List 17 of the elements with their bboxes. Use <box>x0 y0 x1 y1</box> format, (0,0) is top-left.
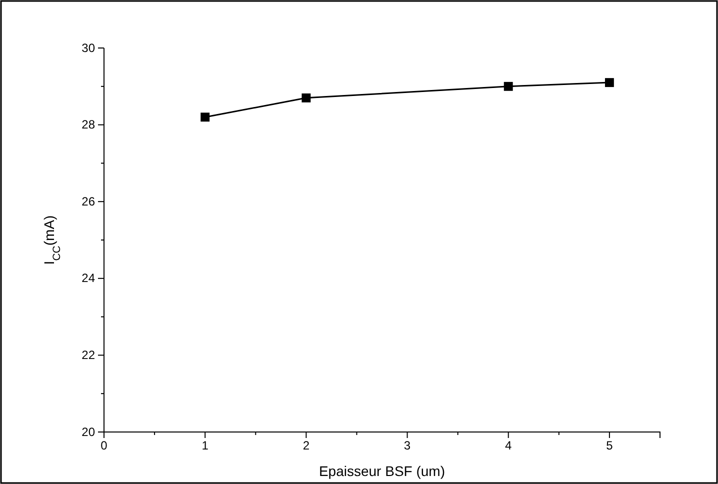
x-tick-label: 0 <box>100 438 108 453</box>
y-tick-label: 24 <box>82 271 96 286</box>
point <box>604 78 614 88</box>
y-tick-label: 20 <box>82 424 96 439</box>
x-tick-label: 3 <box>404 438 411 453</box>
y-tick-label: 28 <box>82 118 96 132</box>
x-tick-label: 2 <box>302 438 310 453</box>
x-tick-label: 5 <box>606 438 614 453</box>
y-tick-label: 26 <box>82 194 96 208</box>
y-tick-label: 22 <box>82 348 96 362</box>
x-axis-title: Epaisseur BSF (um) <box>318 463 446 479</box>
y-tick-label: 30 <box>82 40 96 55</box>
x-tick-label: 4 <box>505 438 512 453</box>
point <box>504 82 513 91</box>
x-tick-label: 1 <box>202 438 209 453</box>
point <box>302 93 311 102</box>
point <box>200 112 210 122</box>
